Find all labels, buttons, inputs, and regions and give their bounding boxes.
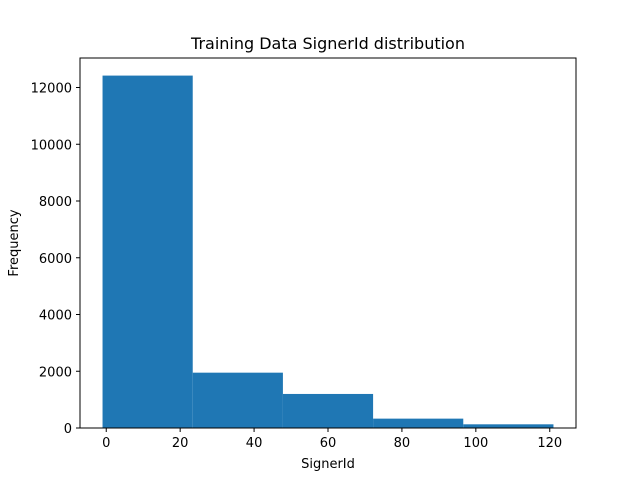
bars-group (102, 75, 554, 428)
y-tick-label: 4000 (39, 309, 72, 324)
y-tick-label: 6000 (39, 252, 72, 267)
y-tick-label: 0 (64, 422, 72, 437)
histogram-bar (463, 424, 554, 428)
histogram-bar (373, 418, 464, 428)
plot-frame (79, 57, 577, 429)
x-tick-label: 100 (463, 436, 488, 451)
x-tick-label: 120 (537, 436, 562, 451)
x-tick-label: 20 (172, 436, 189, 451)
x-tick-label: 80 (394, 436, 411, 451)
x-axis-ticks: 0 20 40 60 80 100 120 (102, 428, 562, 451)
histogram-bar (282, 393, 374, 428)
x-tick-label: 60 (320, 436, 337, 451)
y-tick-label: 8000 (39, 195, 72, 210)
y-axis-label: Frequency (7, 209, 22, 276)
histogram-bar (192, 372, 283, 428)
x-tick-label: 0 (102, 436, 110, 451)
chart-title: Training Data SignerId distribution (190, 34, 465, 53)
y-tick-label: 2000 (39, 365, 72, 380)
y-tick-label: 10000 (31, 138, 72, 153)
histogram-bar (102, 75, 193, 428)
y-axis-ticks: 0 2000 4000 6000 8000 10000 12000 (31, 82, 80, 437)
y-tick-label: 12000 (31, 82, 72, 97)
x-tick-label: 40 (246, 436, 263, 451)
x-axis-label: SignerId (301, 457, 355, 472)
